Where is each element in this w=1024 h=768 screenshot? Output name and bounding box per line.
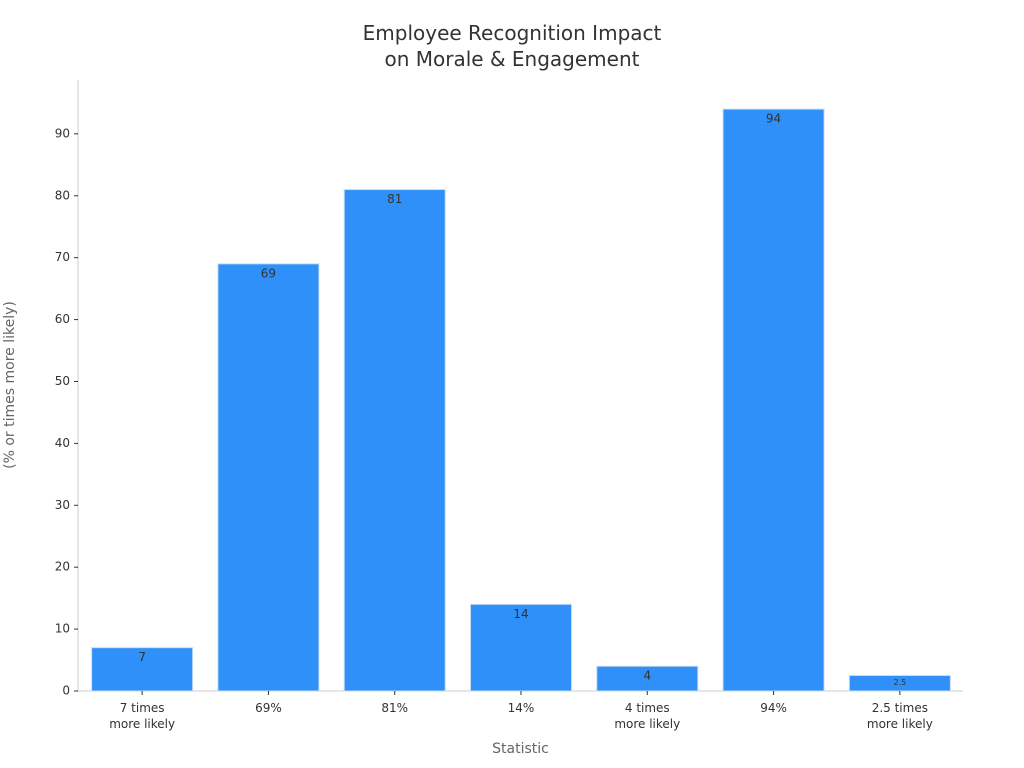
value-label: 14 — [513, 607, 528, 621]
chart-title: Employee Recognition Impact on Morale & … — [362, 21, 662, 71]
y-tick-label: 90 — [55, 126, 70, 140]
x-tick-label: 14% — [507, 701, 535, 715]
bar — [469, 603, 573, 692]
value-label: 4 — [643, 669, 651, 683]
y-tick-label: 60 — [55, 312, 70, 326]
y-tick-label: 50 — [55, 374, 70, 388]
y-tick-label: 80 — [55, 188, 70, 202]
x-tick-label: 4 times more likely — [614, 701, 681, 731]
value-label: 2.5 — [893, 678, 906, 687]
y-tick-label: 40 — [55, 436, 70, 450]
value-label: 81 — [387, 192, 402, 206]
x-tick-label: 7 times more likely — [109, 701, 176, 731]
value-label: 69 — [261, 266, 276, 280]
value-label: 7 — [138, 650, 146, 664]
bar — [217, 263, 320, 692]
bar — [343, 189, 446, 692]
y-tick-label: 70 — [55, 250, 70, 264]
value-label: 94 — [766, 112, 781, 126]
x-tick-label: 81% — [381, 701, 409, 715]
y-tick-label: 0 — [62, 684, 70, 698]
y-tick-label: 20 — [55, 560, 70, 574]
y-tick-label: 10 — [55, 622, 70, 636]
x-tick-label: 94% — [760, 701, 787, 715]
y-tick-label: 30 — [55, 498, 70, 512]
x-tick-label: 69% — [255, 701, 282, 715]
x-axis-label: Statistic — [492, 741, 549, 757]
bar — [91, 647, 194, 692]
bar — [722, 108, 825, 692]
x-tick-label: 2.5 times more likely — [866, 701, 933, 731]
y-axis-label: Value (% or times more likely) — [2, 301, 18, 469]
